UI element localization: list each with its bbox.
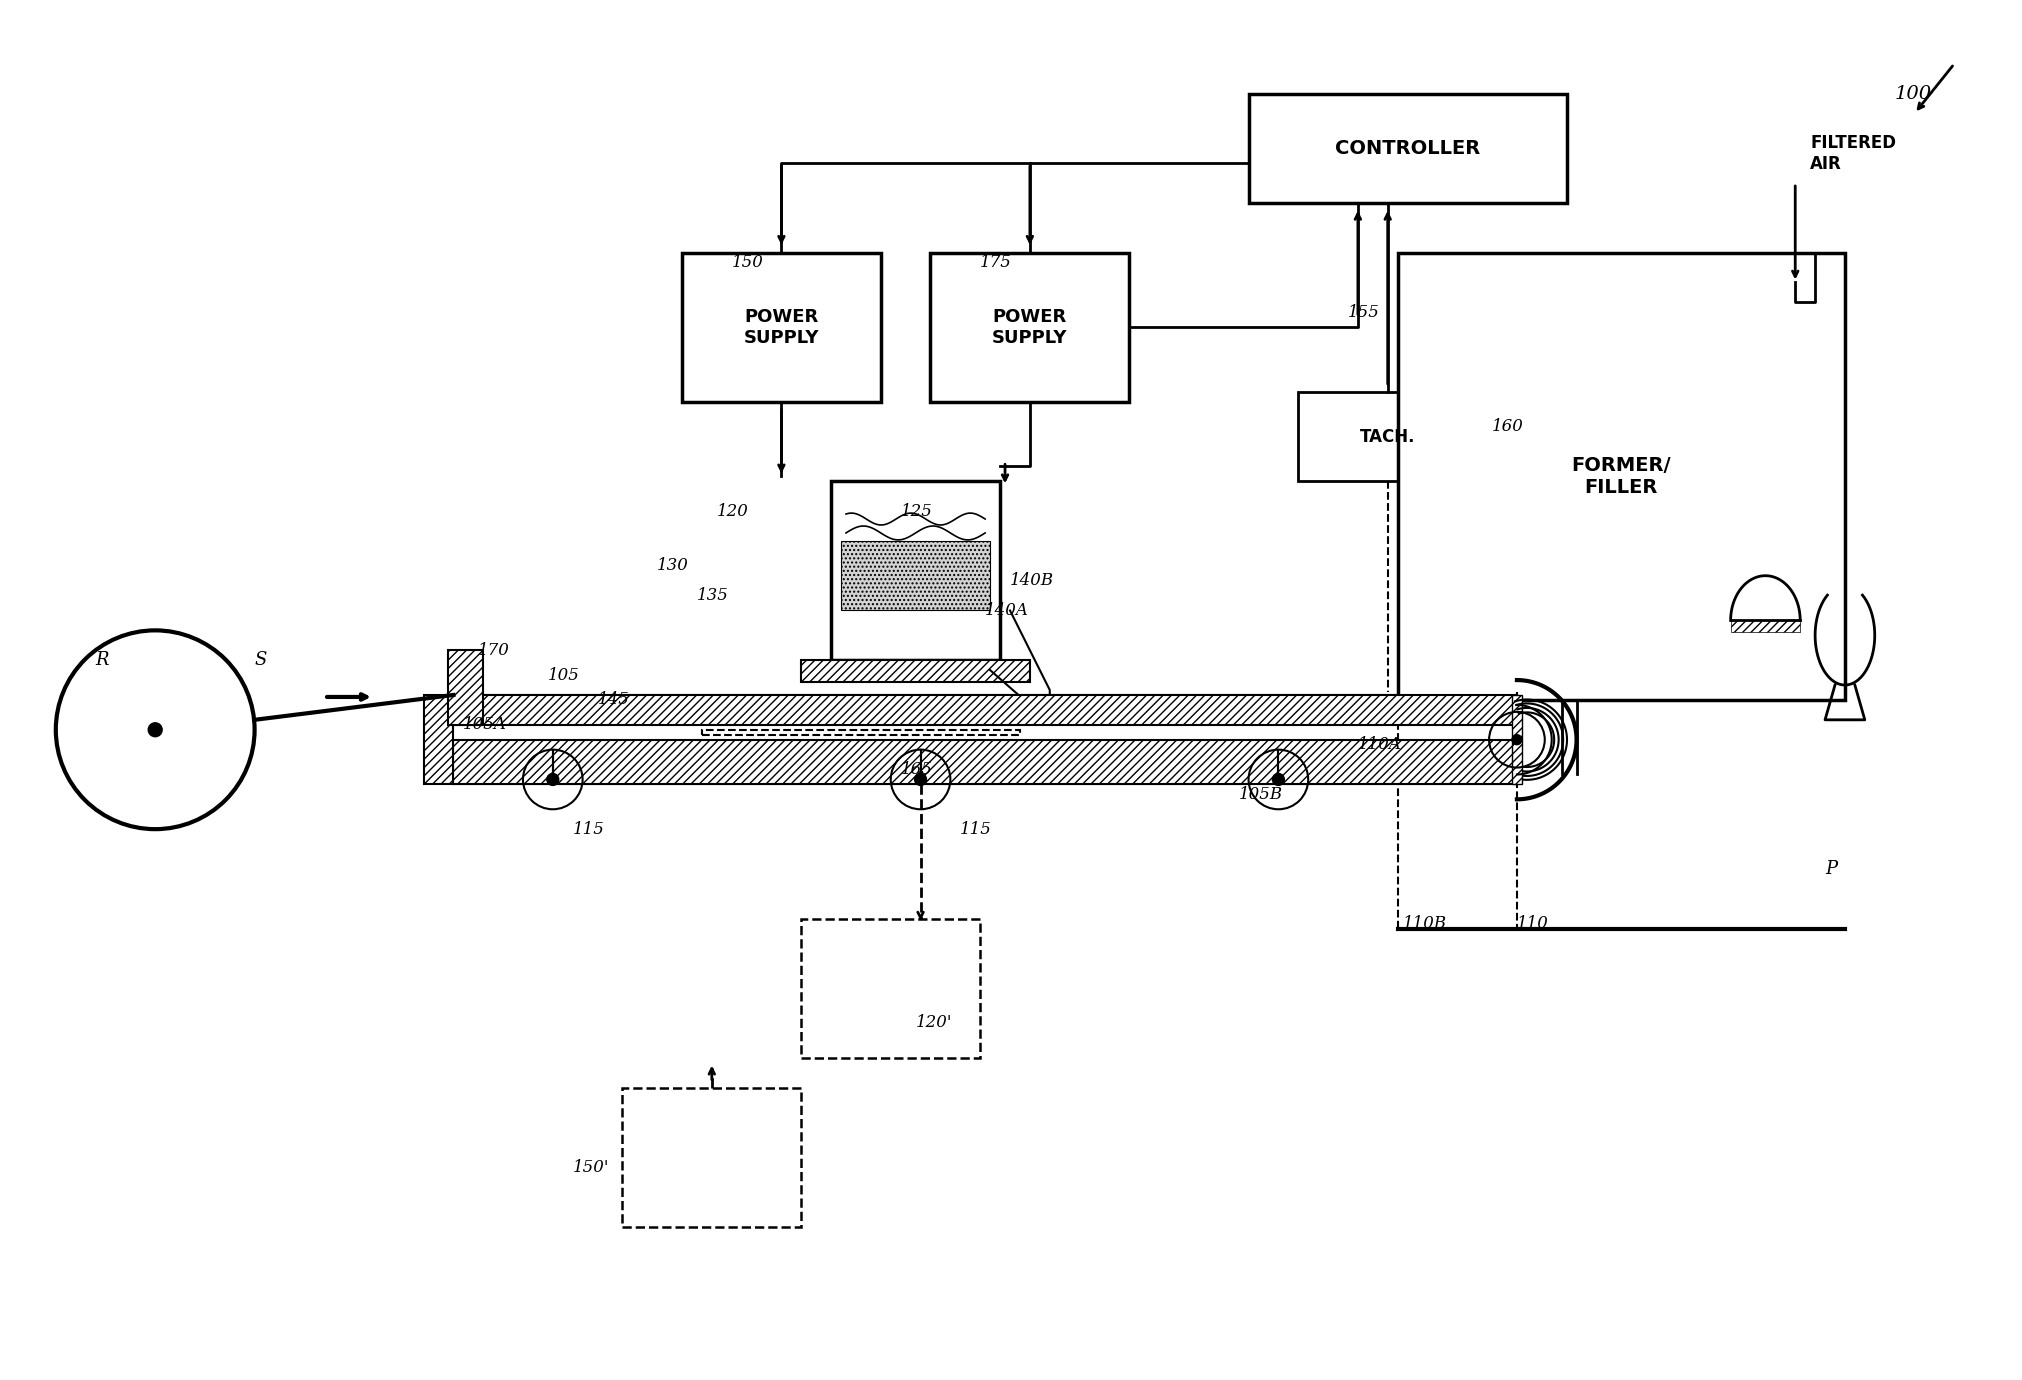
- Text: 105B: 105B: [1239, 785, 1282, 803]
- Circle shape: [546, 774, 558, 785]
- Bar: [702, 730, 1019, 734]
- Text: 140B: 140B: [1011, 573, 1053, 589]
- Text: POWER
SUPPLY: POWER SUPPLY: [744, 308, 819, 346]
- Text: 160: 160: [1492, 418, 1525, 435]
- Text: S: S: [255, 651, 267, 669]
- Text: 120: 120: [716, 502, 748, 520]
- Text: 110A: 110A: [1359, 736, 1401, 753]
- Bar: [453, 740, 1516, 784]
- Text: 115: 115: [960, 821, 993, 838]
- Text: FILTERED
AIR: FILTERED AIR: [1810, 134, 1897, 172]
- Text: 110B: 110B: [1403, 915, 1448, 932]
- Text: 170: 170: [479, 642, 510, 658]
- Text: 130: 130: [657, 558, 690, 574]
- Text: 155: 155: [1349, 304, 1379, 320]
- Bar: [453, 696, 1516, 724]
- Text: FORMER/
FILLER: FORMER/ FILLER: [1571, 455, 1670, 497]
- Text: 150: 150: [732, 254, 764, 270]
- Bar: [831, 482, 1001, 660]
- Text: 140A: 140A: [985, 602, 1029, 620]
- Circle shape: [1272, 774, 1284, 785]
- Bar: [1397, 253, 1844, 700]
- Text: 150': 150': [572, 1159, 609, 1176]
- Text: P: P: [1826, 860, 1838, 878]
- Circle shape: [148, 723, 162, 737]
- Text: 120': 120': [916, 1014, 952, 1031]
- Bar: [801, 919, 981, 1057]
- Text: 105A: 105A: [463, 716, 508, 733]
- Bar: [449, 650, 483, 725]
- Text: 135: 135: [698, 586, 728, 604]
- Bar: [1248, 94, 1567, 203]
- Text: 145: 145: [599, 691, 629, 708]
- Bar: [623, 1087, 801, 1227]
- Text: 100: 100: [1895, 84, 1931, 102]
- Bar: [841, 541, 991, 610]
- Text: 115: 115: [572, 821, 605, 838]
- Circle shape: [914, 774, 926, 785]
- Text: POWER
SUPPLY: POWER SUPPLY: [993, 308, 1068, 346]
- Text: 165: 165: [900, 760, 932, 778]
- Text: R: R: [95, 651, 109, 669]
- Text: TACH.: TACH.: [1361, 428, 1415, 446]
- Bar: [1298, 392, 1478, 482]
- Text: CONTROLLER: CONTROLLER: [1335, 139, 1480, 157]
- Bar: [423, 696, 453, 784]
- Text: 110: 110: [1516, 915, 1549, 932]
- Text: 125: 125: [900, 502, 932, 520]
- Text: 175: 175: [981, 254, 1013, 270]
- Bar: [681, 253, 882, 402]
- Bar: [1512, 696, 1523, 784]
- Text: 105: 105: [548, 667, 580, 683]
- Circle shape: [1512, 734, 1523, 745]
- Bar: [1731, 621, 1800, 632]
- Bar: [930, 253, 1128, 402]
- Bar: [801, 660, 1029, 682]
